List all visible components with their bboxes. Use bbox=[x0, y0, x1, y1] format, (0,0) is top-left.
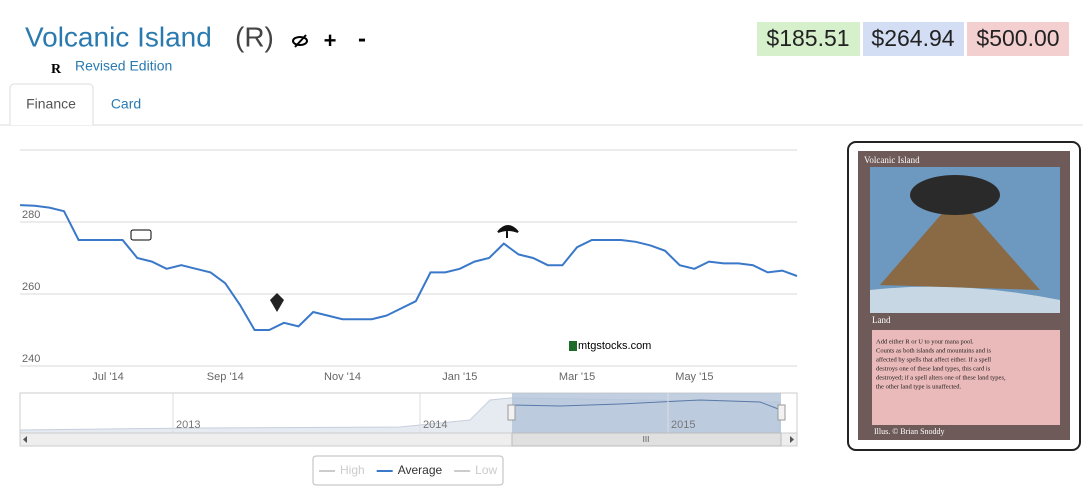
price-high: $500.00 bbox=[976, 25, 1059, 51]
x-tick-label: May '15 bbox=[675, 371, 713, 383]
y-tick-label: 280 bbox=[22, 209, 40, 221]
x-tick-label: Jan '15 bbox=[442, 371, 477, 383]
card-artist: Illus. © Brian Snoddy bbox=[874, 427, 945, 436]
scrollbar-grip: III bbox=[643, 435, 650, 444]
navigator-line bbox=[511, 399, 782, 411]
card-title[interactable]: Volcanic Island bbox=[25, 21, 212, 52]
scroll-right[interactable] bbox=[790, 436, 794, 443]
price-avg: $264.94 bbox=[871, 25, 954, 51]
card-rule-line: destroys one of these land types, this c… bbox=[876, 365, 991, 372]
card-rule-line: Counts as both islands and mountains and… bbox=[876, 347, 991, 354]
price-low-box bbox=[757, 22, 860, 56]
navigator-label: 2014 bbox=[423, 419, 447, 431]
card-rules: Add either R or U to your mana pool. Coun… bbox=[876, 338, 1006, 390]
tab-finance[interactable]: Finance bbox=[26, 96, 76, 112]
navigator-label: 2013 bbox=[176, 419, 200, 431]
hide-icon[interactable] bbox=[292, 34, 308, 48]
set-symbol: R bbox=[51, 62, 62, 77]
y-tick-label: 240 bbox=[22, 353, 40, 365]
price-line bbox=[19, 204, 798, 331]
event-icons bbox=[130, 225, 519, 312]
navigator-handle[interactable] bbox=[507, 404, 516, 421]
card-image bbox=[847, 141, 1081, 451]
tab-card[interactable]: Card bbox=[111, 96, 141, 112]
legend-label[interactable]: Low bbox=[475, 463, 497, 477]
navigator-label: 2015 bbox=[671, 419, 695, 431]
card-rule-line: affected by spells that affect either. I… bbox=[876, 356, 991, 363]
price-high-box bbox=[967, 22, 1069, 56]
card-name: Volcanic Island bbox=[864, 155, 920, 165]
legend-label[interactable]: Average bbox=[398, 463, 443, 477]
set-name[interactable]: Revised Edition bbox=[75, 58, 172, 74]
legend-label[interactable]: High bbox=[340, 463, 365, 477]
plot: 240 260 280 Jul '14 Sep '14 Nov '14 Jan '15 Mar… bbox=[19, 204, 798, 383]
navigator-selection[interactable] bbox=[512, 393, 781, 433]
scroll-left[interactable] bbox=[23, 436, 27, 443]
x-tick-label: Jul '14 bbox=[92, 371, 123, 383]
add-button[interactable]: + bbox=[324, 28, 337, 53]
card-rule-line: destroyed; if a spell alters one of thes… bbox=[876, 374, 1006, 381]
navigator-handle[interactable] bbox=[777, 404, 786, 421]
card-rule-line: the other land type is unaffected. bbox=[876, 383, 961, 390]
price-avg-box bbox=[863, 22, 964, 56]
price-low: $185.51 bbox=[766, 25, 849, 51]
card-rule-line: Add either R or U to your mana pool. bbox=[876, 338, 974, 345]
scrollbar-thumb[interactable] bbox=[511, 432, 782, 447]
x-tick-label: Nov '14 bbox=[324, 371, 361, 383]
tab-active[interactable] bbox=[9, 83, 94, 125]
y-tick-label: 260 bbox=[22, 281, 40, 293]
x-tick-label: Mar '15 bbox=[559, 371, 595, 383]
legend bbox=[312, 455, 504, 486]
remove-button[interactable]: - bbox=[358, 25, 366, 52]
watermark: mtgstocks.com bbox=[578, 340, 651, 352]
rarity: (R) bbox=[235, 21, 274, 52]
card-type: Land bbox=[872, 315, 891, 325]
legend-items: High Average Low bbox=[319, 463, 498, 477]
watermark-logo bbox=[569, 341, 577, 351]
x-tick-label: Sep '14 bbox=[207, 371, 244, 383]
